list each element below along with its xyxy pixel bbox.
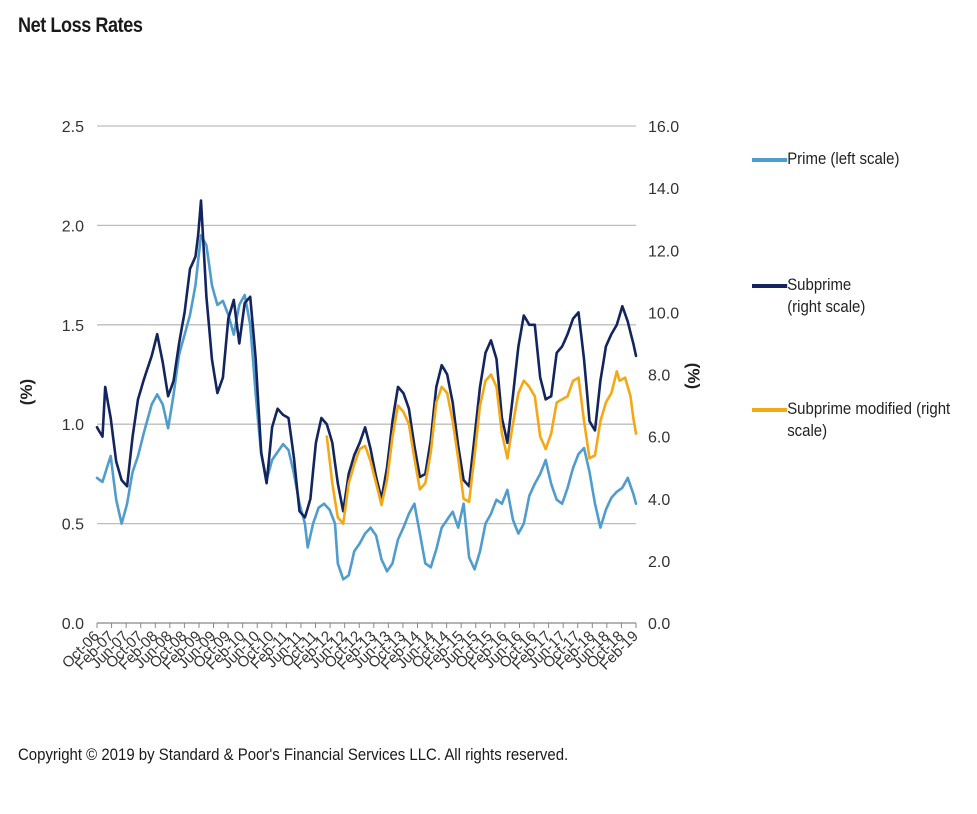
series-lines (95, 199, 638, 581)
chart-title: Net Loss Rates (18, 14, 143, 37)
legend-swatch-subprime-modified (752, 408, 788, 412)
right-y-tick-label: 0.0 (648, 616, 670, 633)
right-y-tick-label: 8.0 (648, 368, 670, 385)
left-y-tick-label: 0.0 (62, 616, 84, 633)
right-y-tick-label: 2.0 (648, 554, 670, 571)
left-y-tick-label: 2.0 (62, 218, 84, 235)
legend-swatch-subprime (752, 284, 788, 288)
right-y-axis-label: (%) (684, 363, 703, 389)
legend-label-prime: Prime (left scale) (787, 149, 900, 168)
left-y-tick-label: 1.0 (62, 417, 84, 434)
right-y-tick-label: 10.0 (648, 305, 679, 322)
left-y-axis: 0.0 0.5 1.0 1.5 2.0 2.5 (62, 119, 84, 633)
left-y-tick-label: 2.5 (62, 119, 84, 136)
gridlines (97, 125, 636, 624)
series-line-subprime-modified (325, 370, 638, 525)
right-y-tick-label: 12.0 (648, 243, 679, 260)
left-y-tick-label: 0.5 (62, 517, 84, 534)
legend-label-subprime-modified: Subprime modified (right scale) (787, 399, 951, 440)
left-y-tick-label: 1.5 (62, 318, 84, 335)
series-line-prime (95, 234, 638, 581)
legend-label-subprime: Subprime (right scale) (787, 275, 866, 316)
copyright-notice: Copyright © 2019 by Standard & Poor's Fi… (18, 745, 569, 764)
x-axis: Oct-06Feb-07Jun-07Oct-07Feb-08Jun-08Oct-… (59, 623, 642, 673)
series-line-subprime (95, 199, 638, 519)
left-y-axis-label: (%) (17, 379, 36, 405)
right-y-tick-label: 16.0 (648, 119, 679, 136)
right-y-tick-label: 6.0 (648, 430, 670, 447)
right-y-tick-label: 14.0 (648, 181, 679, 198)
right-y-tick-label: 4.0 (648, 492, 670, 509)
right-y-axis: 0.0 2.0 4.0 6.0 8.0 10.0 12.0 14.0 16.0 (648, 119, 679, 633)
legend-swatch-prime (752, 158, 788, 162)
